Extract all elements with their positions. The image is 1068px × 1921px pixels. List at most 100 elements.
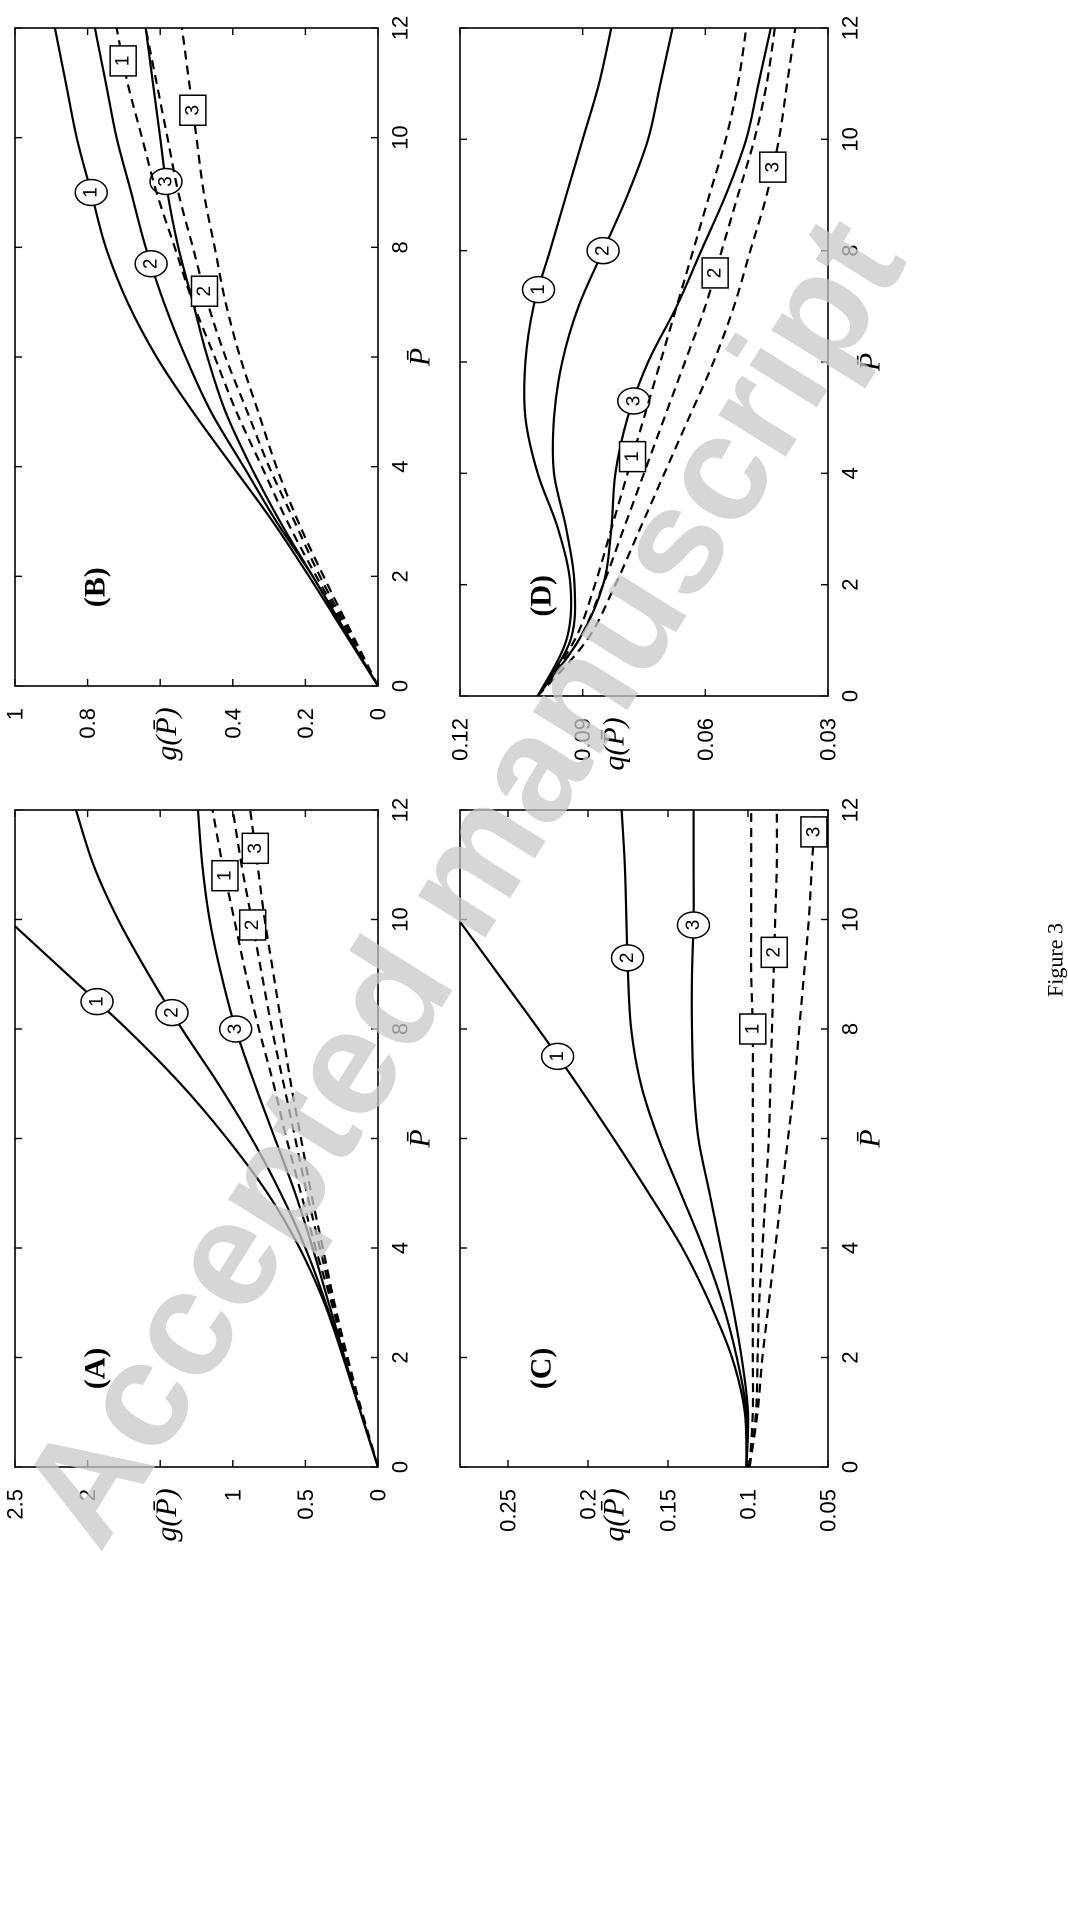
- series-line-dashed-2: [536, 28, 776, 696]
- series-line-dashed-3: [249, 810, 378, 1467]
- curve-label-text: 3: [623, 396, 644, 407]
- y-tick-label: 0.15: [656, 1489, 681, 1532]
- x-tick-label: 0: [838, 1461, 863, 1473]
- curve-label-square: [739, 1013, 767, 1045]
- y-axis-label: q(P̄): [598, 717, 631, 770]
- series-line-dashed-2: [144, 28, 378, 686]
- x-tick-label: 12: [388, 16, 413, 40]
- x-tick-label: 0: [388, 680, 413, 692]
- x-tick-label: 4: [388, 461, 413, 473]
- panel-c: 024810120.050.10.150.20.25P̄q(P̄)(C)1231…: [459, 798, 887, 1542]
- curve-label-text: 1: [547, 1051, 568, 1062]
- curve-label-square: [760, 936, 788, 969]
- y-tick-label: 0.09: [570, 718, 595, 761]
- y-tick-label: 0.05: [816, 1489, 841, 1532]
- y-tick-label: 0.8: [75, 708, 100, 739]
- curve-label-text: 2: [194, 286, 215, 297]
- y-tick-label: 0: [366, 1489, 391, 1501]
- y-tick-label: 0.2: [576, 1489, 601, 1520]
- x-tick-label: 10: [838, 127, 863, 151]
- y-tick-label: 0.5: [293, 1489, 318, 1520]
- curve-label-square: [211, 859, 239, 892]
- curve-label-circle: [610, 944, 645, 972]
- x-tick-label: 8: [388, 241, 413, 253]
- x-tick-label: 4: [838, 467, 863, 479]
- panel-label: (A): [78, 1348, 111, 1390]
- curve-label-text: 3: [182, 105, 203, 116]
- x-tick-label: 0: [838, 690, 863, 702]
- y-tick-label: 1: [220, 1489, 245, 1501]
- curve-label-circle: [218, 1015, 253, 1043]
- curve-label-circle: [586, 236, 620, 265]
- curve-label-circle: [676, 911, 711, 939]
- chart-panels: 0248101200.5122.5P̄g(P̄)(A)1231230248101…: [3, 16, 887, 1542]
- series-line-solid-1: [53, 28, 378, 686]
- series-line-dashed-1: [536, 28, 748, 696]
- curve-label-text: 2: [617, 953, 638, 964]
- x-tick-label: 0: [388, 1461, 413, 1473]
- panel-label: (D): [524, 575, 557, 617]
- series-line-dashed-2: [748, 810, 779, 1467]
- x-tick-label: 12: [838, 798, 863, 822]
- y-tick-label: 0.03: [816, 718, 841, 761]
- curve-label-text: 3: [803, 827, 824, 838]
- curve-label-text: 1: [742, 1024, 763, 1035]
- x-tick-label: 2: [388, 1351, 413, 1363]
- curve-label-circle: [155, 998, 189, 1027]
- y-tick-label: 0.12: [448, 718, 473, 761]
- series-line-solid-3: [144, 28, 378, 686]
- series-line-solid-3: [536, 28, 772, 696]
- curve-label-text: 1: [113, 56, 134, 67]
- curve-label-text: 1: [81, 187, 102, 198]
- series-line-dashed-1: [115, 28, 378, 686]
- y-tick-label: 0.25: [496, 1489, 521, 1532]
- curve-label-text: 1: [528, 284, 549, 295]
- curve-label-square: [179, 94, 207, 126]
- watermark-text: Accepted manuscript: [0, 189, 935, 1572]
- x-axis-label: P̄: [854, 1129, 887, 1148]
- series-line-dashed-1: [748, 810, 755, 1467]
- x-tick-label: 12: [838, 16, 863, 40]
- x-tick-label: 8: [838, 245, 863, 257]
- curve-label-text: 2: [161, 1007, 182, 1018]
- y-axis-label: g(P̄): [150, 1488, 183, 1541]
- curve-label-text: 3: [245, 843, 266, 854]
- y-tick-label: 2.5: [3, 1489, 28, 1520]
- x-axis-label: P̄: [854, 353, 887, 372]
- curve-label-square: [800, 816, 828, 848]
- curve-label-square: [701, 257, 729, 289]
- curve-label-text: 3: [225, 1024, 246, 1035]
- x-axis-label: P̄: [404, 348, 437, 367]
- curve-label-circle: [149, 167, 183, 196]
- curve-label-text: 1: [622, 451, 643, 462]
- curve-label-circle: [540, 1042, 575, 1071]
- y-axis-label: g(P̄): [150, 707, 183, 760]
- series-line-dashed-3: [180, 28, 378, 686]
- curve-label-text: 2: [242, 920, 263, 931]
- curve-label-square: [109, 45, 137, 77]
- curve-label-circle: [134, 250, 168, 278]
- y-axis-label: q(P̄): [598, 1488, 631, 1541]
- x-tick-label: 8: [838, 1023, 863, 1035]
- series-line-dashed-3: [748, 810, 817, 1467]
- y-tick-label: 1: [3, 708, 28, 720]
- curve-label-text: 1: [87, 996, 108, 1007]
- x-tick-label: 10: [388, 125, 413, 149]
- curve-label-text: 3: [762, 162, 783, 173]
- y-tick-label: 0.06: [693, 718, 718, 761]
- x-tick-label: 10: [838, 907, 863, 931]
- curve-label-text: 2: [705, 268, 726, 279]
- x-tick-label: 8: [388, 1023, 413, 1035]
- curve-label-circle: [521, 275, 556, 304]
- y-tick-label: 0.1: [736, 1489, 761, 1520]
- series-line-solid-2: [74, 810, 378, 1467]
- curve-label-text: 2: [764, 947, 785, 958]
- curve-label-text: 2: [593, 245, 614, 256]
- y-tick-label: 0: [366, 708, 391, 720]
- x-axis-label: P̄: [404, 1129, 437, 1148]
- x-tick-label: 2: [838, 579, 863, 591]
- x-tick-label: 10: [388, 907, 413, 931]
